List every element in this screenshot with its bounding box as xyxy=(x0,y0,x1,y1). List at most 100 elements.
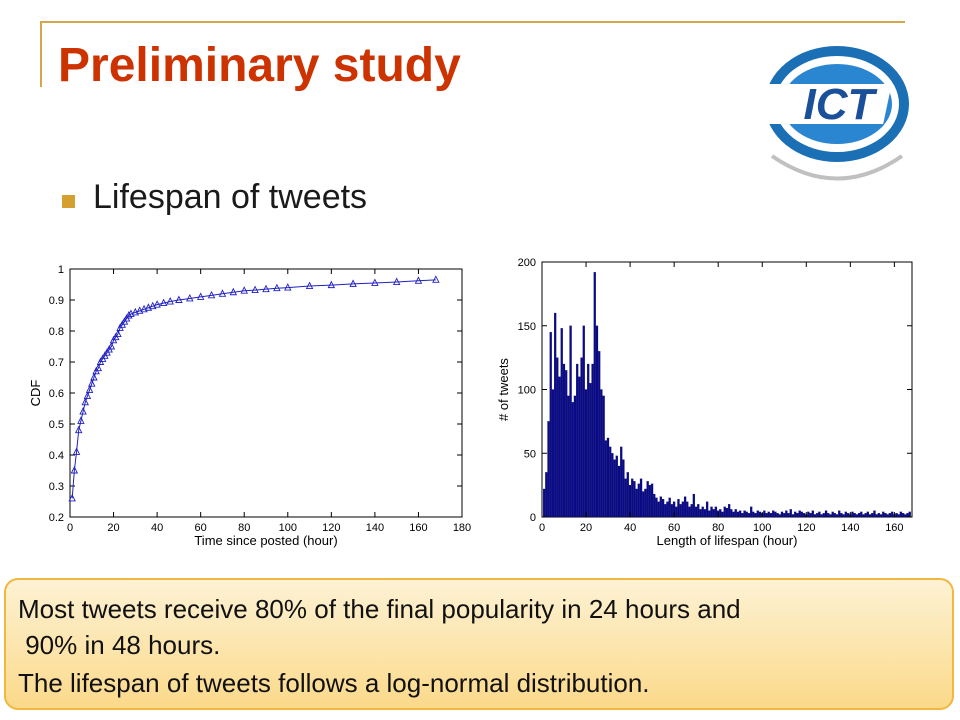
svg-text:ICT: ICT xyxy=(804,80,878,129)
cdf-point xyxy=(83,391,92,400)
histogram-bar xyxy=(639,478,643,518)
histogram-bar xyxy=(860,511,863,518)
histogram-bar xyxy=(734,509,737,518)
histogram-bar xyxy=(712,509,715,518)
histogram-bar xyxy=(611,453,614,518)
y-tick-label: 1 xyxy=(58,264,64,276)
x-tick-label: 100 xyxy=(279,522,297,534)
histogram-bar xyxy=(653,493,656,518)
histogram-bar xyxy=(774,511,777,518)
cdf-point xyxy=(149,301,157,310)
histogram-bar xyxy=(591,363,594,518)
y-tick-label: 0.8 xyxy=(49,326,64,338)
cdf-point xyxy=(392,277,401,285)
histogram-bar xyxy=(582,325,585,518)
histogram-bar xyxy=(655,497,658,518)
histogram-bar xyxy=(558,376,561,518)
histogram-bar xyxy=(866,511,870,518)
cdf-point xyxy=(153,300,161,308)
cdf-point xyxy=(240,286,248,294)
histogram-bar xyxy=(637,483,640,518)
histogram-bar xyxy=(813,514,817,518)
x-tick-label: 160 xyxy=(885,522,903,534)
cdf-point xyxy=(68,493,76,502)
histogram-bar xyxy=(886,514,889,518)
histogram-bar xyxy=(798,510,801,518)
histogram-bar xyxy=(897,514,900,518)
histogram-bar xyxy=(551,389,555,518)
histogram-bar xyxy=(780,511,784,518)
histogram-bar xyxy=(620,446,623,518)
histogram-bar xyxy=(857,513,861,518)
histogram-bar xyxy=(679,504,682,518)
x-tick-label: 120 xyxy=(797,522,815,534)
histogram-bar xyxy=(633,481,636,518)
x-tick-label: 100 xyxy=(753,522,771,534)
histogram-bar xyxy=(728,504,731,518)
histogram-bar xyxy=(833,513,836,518)
x-tick-label: 0 xyxy=(539,522,545,534)
cdf-point xyxy=(207,290,216,299)
histogram-bar xyxy=(763,510,766,518)
histogram-bar xyxy=(565,370,568,518)
cdf-point xyxy=(85,385,94,393)
cdf-point xyxy=(79,407,87,415)
x-tick-label: 40 xyxy=(624,522,636,534)
histogram-bar xyxy=(827,513,830,518)
histogram-bar xyxy=(604,440,607,518)
histogram-bar xyxy=(677,499,680,518)
x-tick-label: 20 xyxy=(580,522,592,534)
histogram-bar xyxy=(708,510,711,518)
cdf-point xyxy=(72,447,81,455)
x-tick-label: 60 xyxy=(668,522,680,534)
histogram-bar xyxy=(573,395,577,518)
cdf-point xyxy=(107,341,116,350)
histogram-bar xyxy=(875,514,878,518)
cdf-point xyxy=(88,379,96,387)
histogram-bar xyxy=(683,496,687,518)
histogram-bar xyxy=(820,514,823,518)
histogram-bar xyxy=(745,511,748,518)
histogram-bar xyxy=(615,455,618,518)
x-tick-label: 80 xyxy=(238,522,250,534)
histogram-bar xyxy=(710,506,713,518)
histogram-bar xyxy=(882,511,885,518)
histogram-bar xyxy=(809,513,812,518)
histogram-bar xyxy=(624,478,627,518)
histogram-bar xyxy=(908,511,911,518)
histogram-bar xyxy=(617,465,621,518)
histogram-bar xyxy=(772,510,775,518)
y-axis-label: CDF xyxy=(28,380,43,407)
histogram-bar xyxy=(824,510,828,518)
histogram-bar xyxy=(756,510,759,518)
histogram-bar xyxy=(562,363,566,518)
histogram-bar xyxy=(699,509,702,518)
cdf-point xyxy=(77,416,85,424)
cdf-point xyxy=(432,275,440,283)
histogram-bar xyxy=(750,506,753,518)
histogram-bar xyxy=(587,363,590,518)
histogram-bar xyxy=(569,325,572,518)
histogram-bar xyxy=(879,514,883,518)
histogram-bar xyxy=(840,513,843,518)
cdf-point xyxy=(94,363,103,372)
histogram-bar xyxy=(884,513,887,518)
histogram-bar xyxy=(838,510,841,518)
callout-line-3: The lifespan of tweets follows a log-nor… xyxy=(18,668,650,698)
y-tick-label: 0 xyxy=(530,512,536,524)
lifespan-histogram-svg: 0 20 40 60 80 100 120 140 160 0 50 100 150 200 Length … xyxy=(496,257,913,548)
cdf-chart: 0 20 40 60 80 100 120 140 160 180 0.2 0.3 0.4 0.5 0.6 0… xyxy=(4,255,480,555)
histogram-bar xyxy=(765,513,768,518)
y-tick-label: 0.2 xyxy=(49,512,64,524)
histogram-bar xyxy=(851,511,854,518)
histogram-bar xyxy=(800,511,803,518)
histogram-bar xyxy=(873,510,876,518)
histogram-bar xyxy=(659,496,662,518)
histogram-bar xyxy=(631,478,634,518)
header-rule xyxy=(40,21,905,23)
cdf-point xyxy=(127,309,135,317)
cdf-point xyxy=(125,310,133,319)
histogram-bar xyxy=(802,513,806,518)
cdf-point xyxy=(262,284,270,293)
histogram-bar xyxy=(602,395,605,518)
